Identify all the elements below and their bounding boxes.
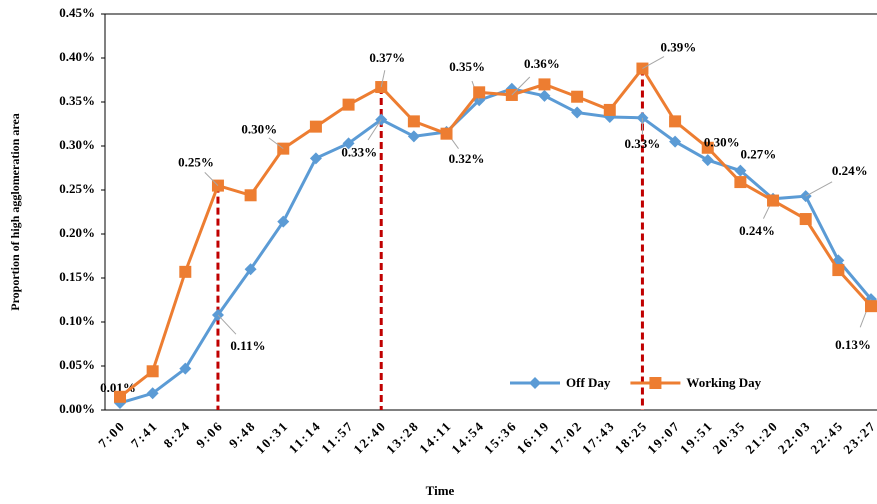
y-axis-title: Proportion of high agglomeration area xyxy=(8,113,22,311)
square-marker xyxy=(538,78,551,91)
diamond-marker xyxy=(571,106,584,119)
square-marker xyxy=(603,103,616,116)
diamond-marker xyxy=(146,387,159,400)
square-marker xyxy=(114,390,126,403)
diamond-marker xyxy=(529,377,541,389)
x-tick-label: 22:03 xyxy=(775,418,814,457)
x-tick-label: 18:25 xyxy=(612,418,651,457)
x-axis-title: Time xyxy=(426,483,455,498)
y-tick-label: 0.35% xyxy=(59,93,95,108)
x-tick-label: 19:51 xyxy=(677,418,716,457)
data-label: 0.24% xyxy=(832,163,868,178)
x-tick-label: 11:57 xyxy=(318,418,357,457)
square-marker xyxy=(865,300,877,313)
x-tick-label: 14:11 xyxy=(416,418,455,457)
x-tick-label: 10:31 xyxy=(252,418,291,457)
diamond-marker xyxy=(179,362,192,375)
data-label: 0.11% xyxy=(230,338,265,353)
leader-line xyxy=(367,119,382,141)
y-tick-label: 0.40% xyxy=(59,49,95,64)
y-tick-label: 0.15% xyxy=(59,269,95,284)
y-tick-label: 0.00% xyxy=(59,401,95,416)
y-tick-label: 0.05% xyxy=(59,357,95,372)
data-label: 0.36% xyxy=(524,56,560,71)
x-tick-label: 17:02 xyxy=(546,418,585,457)
diamond-marker xyxy=(342,137,355,150)
square-marker xyxy=(440,127,453,140)
legend-label: Working Day xyxy=(686,375,761,390)
square-marker xyxy=(407,115,420,128)
data-label: 0.33% xyxy=(625,136,661,151)
leader-line xyxy=(268,137,284,150)
legend: Off Day Working Day xyxy=(510,375,762,390)
data-label: 0.13% xyxy=(835,337,871,352)
x-tick-label: 13:28 xyxy=(383,418,422,457)
square-marker xyxy=(767,194,780,207)
square-marker xyxy=(799,213,812,226)
leader-line xyxy=(217,314,237,335)
x-tick-label: 23:27 xyxy=(840,418,877,457)
data-label: 0.30% xyxy=(241,122,277,137)
square-marker xyxy=(473,86,486,99)
square-marker xyxy=(669,115,682,128)
data-label: 0.37% xyxy=(369,50,405,65)
legend-label: Off Day xyxy=(566,375,611,390)
x-tick-label: 20:35 xyxy=(709,418,748,457)
square-marker xyxy=(505,88,518,101)
square-marker xyxy=(734,176,747,189)
series-line xyxy=(119,87,873,405)
leader-line xyxy=(380,70,386,88)
data-label: 0.35% xyxy=(449,59,485,74)
x-tick-label: 9:06 xyxy=(193,418,226,451)
square-marker xyxy=(342,98,355,111)
diamond-marker xyxy=(309,152,322,165)
square-marker xyxy=(571,90,584,103)
square-marker xyxy=(649,377,662,389)
square-marker xyxy=(179,265,192,278)
y-tick-label: 0.10% xyxy=(59,313,95,328)
x-tick-label: 14:54 xyxy=(448,418,487,457)
y-tick-label: 0.25% xyxy=(59,181,95,196)
diamond-marker xyxy=(407,130,420,143)
data-label: 0.39% xyxy=(661,40,697,55)
square-marker xyxy=(244,189,257,202)
leader-line xyxy=(204,172,219,186)
data-label: 0.24% xyxy=(739,223,775,238)
x-tick-label: 15:36 xyxy=(481,418,520,457)
leader-line xyxy=(805,181,833,197)
square-marker xyxy=(832,264,845,277)
data-label: 0.32% xyxy=(449,151,485,166)
diamond-marker xyxy=(277,215,290,228)
x-tick-label: 17:43 xyxy=(579,418,618,457)
diamond-marker xyxy=(701,154,714,167)
x-tick-label: 21:20 xyxy=(742,418,781,457)
data-label: 0.27% xyxy=(741,147,777,162)
square-marker xyxy=(701,141,714,154)
leader-line xyxy=(511,76,531,96)
x-tick-label: 19:07 xyxy=(644,418,683,457)
x-tick-label: 16:19 xyxy=(514,418,553,457)
diamond-marker xyxy=(669,135,682,148)
x-tick-label: 7:00 xyxy=(95,418,128,451)
x-tick-label: 7:41 xyxy=(128,418,161,451)
diamond-marker xyxy=(538,89,551,102)
data-label: 0.33% xyxy=(341,145,377,160)
data-label: 0.30% xyxy=(704,135,740,150)
y-tick-label: 0.20% xyxy=(59,225,95,240)
diamond-marker xyxy=(734,164,747,177)
y-tick-label: 0.30% xyxy=(59,137,95,152)
x-tick-label: 11:14 xyxy=(286,418,325,457)
diamond-marker xyxy=(244,263,257,276)
x-tick-label: 22:45 xyxy=(807,418,846,457)
x-tick-label: 12:40 xyxy=(350,418,389,457)
square-marker xyxy=(146,365,159,378)
leader-line xyxy=(642,56,665,69)
y-tick-label: 0.45% xyxy=(59,5,95,20)
series: 0.25% 0.30% 0.37% 0.36% 0.39% 0.30% xyxy=(114,40,877,403)
data-label: 0.25% xyxy=(178,155,214,170)
square-marker xyxy=(309,120,322,133)
x-tick-label: 8:24 xyxy=(160,418,193,451)
